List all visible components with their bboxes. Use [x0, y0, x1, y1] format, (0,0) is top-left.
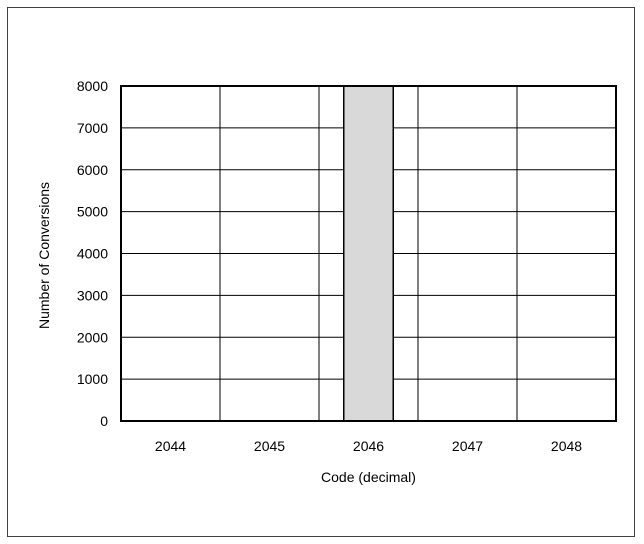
- chart-frame: [7, 7, 635, 537]
- y-tick-label: 6000: [77, 162, 108, 178]
- plot-area: [120, 85, 617, 422]
- y-tick-label: 7000: [77, 120, 108, 136]
- x-tick-labels: 2044 2045 2046 2047 2048: [155, 438, 582, 454]
- bars: [343, 85, 394, 422]
- x-tick-label: 2046: [353, 438, 384, 454]
- y-tick-label: 8000: [77, 78, 108, 94]
- y-tick-label: 0: [100, 413, 108, 429]
- y-tick-label: 4000: [77, 246, 108, 262]
- y-tick-labels: 0 1000 2000 3000 4000 5000 6000 7000 8000: [77, 78, 108, 429]
- x-tick-label: 2045: [254, 438, 285, 454]
- x-tick-label: 2047: [452, 438, 483, 454]
- bar-2046: [343, 85, 394, 422]
- x-axis-title: Code (decimal): [321, 469, 416, 485]
- y-axis-title: Number of Conversions: [36, 182, 52, 329]
- grid-lines: [121, 86, 616, 421]
- y-tick-label: 2000: [77, 329, 108, 345]
- x-tick-label: 2048: [551, 438, 582, 454]
- x-tick-label: 2044: [155, 438, 186, 454]
- y-tick-label: 3000: [77, 287, 108, 303]
- y-tick-label: 5000: [77, 204, 108, 220]
- y-tick-label: 1000: [77, 371, 108, 387]
